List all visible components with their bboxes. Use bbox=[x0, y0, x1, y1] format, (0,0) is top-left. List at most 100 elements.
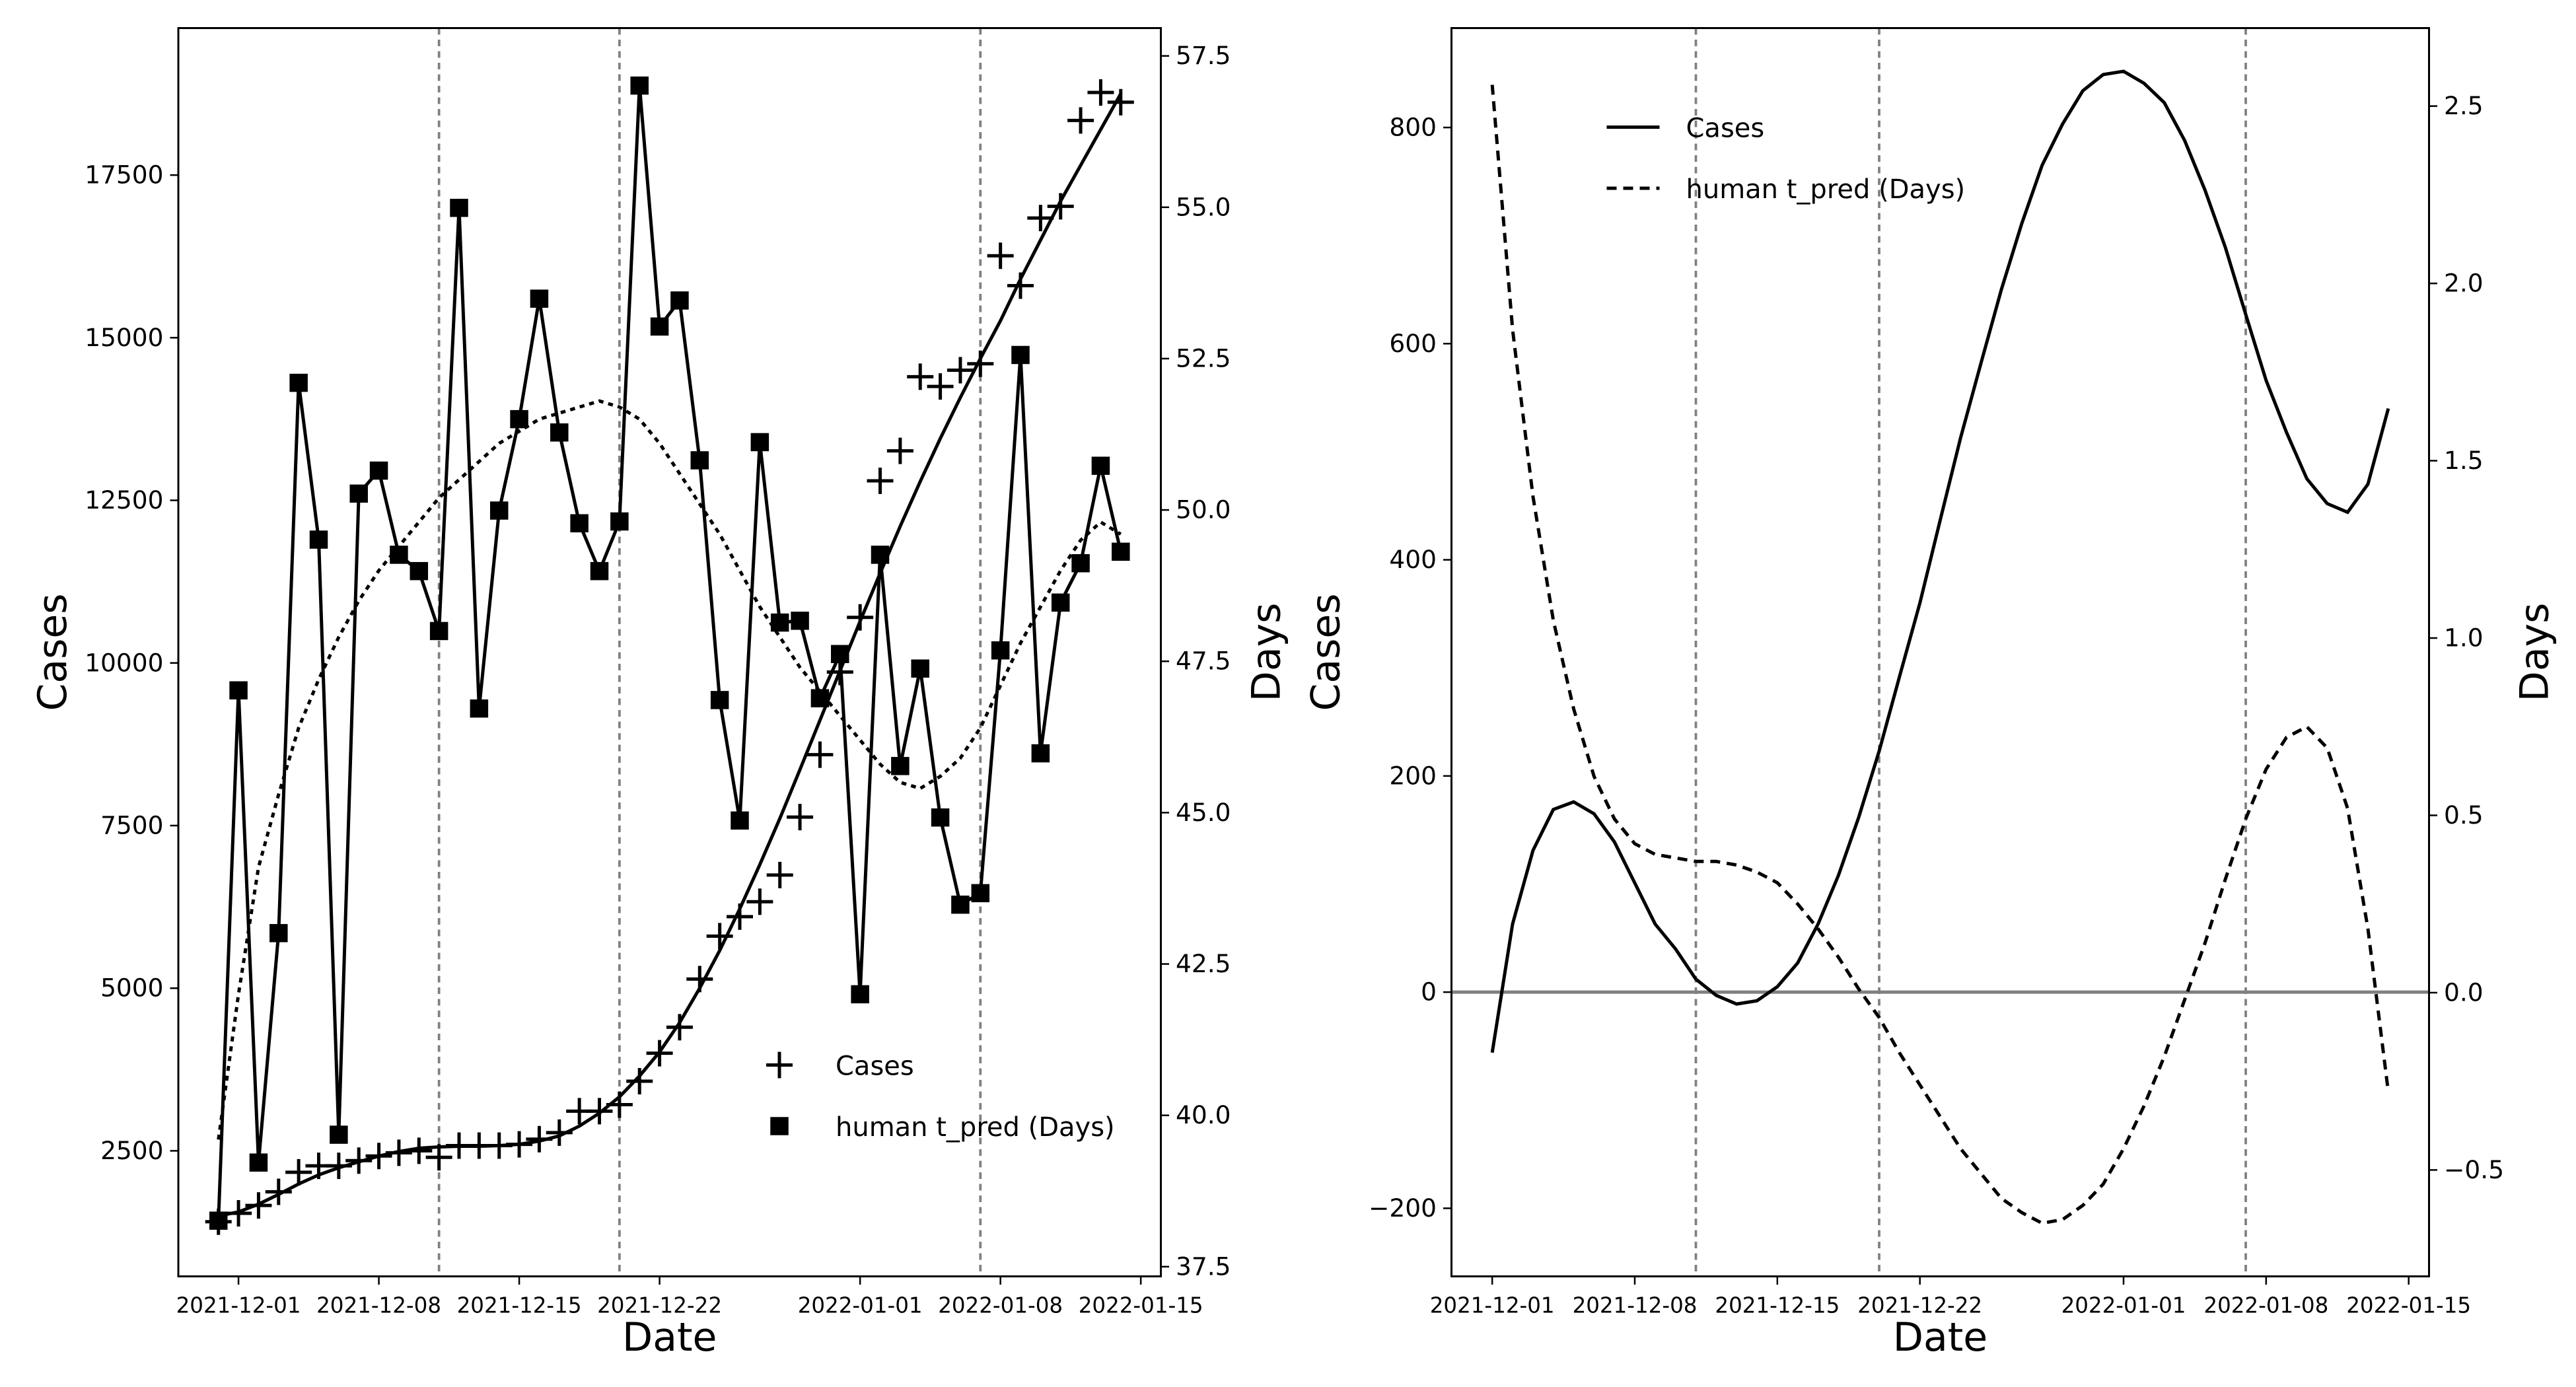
y-tick-label: 5000 bbox=[100, 974, 163, 1003]
y-tick-label: 15000 bbox=[85, 323, 163, 352]
plus-marker bbox=[706, 923, 733, 950]
square-marker bbox=[891, 757, 910, 775]
x-tick-label: 2021-12-22 bbox=[1857, 1293, 1982, 1318]
plus-marker bbox=[666, 1014, 693, 1041]
square-marker bbox=[289, 373, 308, 392]
square-marker bbox=[851, 985, 869, 1004]
y-tick-label: 2500 bbox=[100, 1136, 163, 1165]
y-tick-label: 12500 bbox=[85, 485, 163, 515]
square-marker bbox=[1031, 744, 1050, 763]
legend-label: human t_pred (Days) bbox=[836, 1112, 1115, 1143]
y-tick-label: 0 bbox=[1421, 978, 1437, 1007]
y2-tick-label: 52.5 bbox=[1176, 343, 1231, 373]
plus-marker bbox=[1087, 79, 1114, 106]
series-line bbox=[218, 92, 1122, 1218]
y2-tick-label: 0.0 bbox=[2444, 978, 2484, 1007]
y2-tick-label: 47.5 bbox=[1176, 647, 1231, 676]
x-tick-label: 2022-01-15 bbox=[1079, 1293, 1203, 1318]
plus-marker bbox=[1107, 89, 1134, 116]
y-tick-label: 400 bbox=[1389, 545, 1437, 574]
square-marker bbox=[249, 1153, 268, 1172]
square-marker bbox=[630, 76, 649, 95]
y2-tick-label: 0.5 bbox=[2444, 800, 2484, 830]
y2-tick-label: 1.0 bbox=[2444, 623, 2484, 653]
y-tick-label: 7500 bbox=[100, 810, 163, 839]
square-marker bbox=[309, 530, 328, 549]
square-marker bbox=[710, 691, 729, 709]
square-marker bbox=[951, 895, 970, 914]
x-tick-label: 2022-01-01 bbox=[798, 1293, 923, 1318]
y-tick-label: 10000 bbox=[85, 648, 163, 677]
series-line bbox=[217, 399, 1122, 1140]
plus-marker bbox=[746, 888, 773, 915]
square-marker bbox=[369, 461, 388, 480]
square-marker bbox=[610, 512, 629, 531]
square-marker bbox=[429, 622, 448, 641]
square-marker bbox=[570, 514, 589, 533]
plus-marker bbox=[987, 242, 1014, 269]
x-tick-label: 2021-12-08 bbox=[1573, 1293, 1698, 1318]
plot-frame bbox=[177, 27, 1162, 1277]
square-marker bbox=[470, 699, 489, 718]
y2-tick-label: 40.0 bbox=[1176, 1100, 1231, 1129]
square-marker bbox=[810, 689, 830, 707]
square-marker bbox=[791, 612, 809, 630]
y2-tick-label: 55.0 bbox=[1176, 192, 1231, 221]
square-marker bbox=[590, 561, 609, 581]
square-marker bbox=[731, 811, 749, 830]
square-marker bbox=[871, 546, 890, 564]
plus-marker bbox=[1027, 205, 1054, 232]
square-marker bbox=[911, 659, 929, 678]
square-marker bbox=[991, 641, 1010, 660]
plus-marker bbox=[1067, 107, 1094, 134]
square-marker bbox=[450, 198, 468, 217]
y2-axis-label: Days bbox=[2512, 603, 2558, 702]
y2-tick-label: 2.0 bbox=[2444, 269, 2484, 298]
y-axis-label: Cases bbox=[30, 593, 76, 711]
plus-marker bbox=[806, 741, 834, 768]
plus-marker bbox=[967, 350, 994, 377]
x-tick-label: 2021-12-22 bbox=[597, 1293, 722, 1318]
x-axis-label: Date bbox=[1893, 1314, 1987, 1361]
x-tick-label: 2021-12-08 bbox=[316, 1293, 441, 1318]
legend-label: human t_pred (Days) bbox=[1686, 174, 1966, 205]
y-tick-label: 800 bbox=[1389, 113, 1437, 142]
plus-marker bbox=[285, 1158, 312, 1186]
series-line bbox=[1490, 85, 2390, 1225]
square-marker bbox=[971, 884, 990, 903]
y-tick-label: 17500 bbox=[85, 160, 163, 190]
square-marker bbox=[1011, 345, 1030, 365]
legend-label: Cases bbox=[1686, 114, 1765, 144]
square-marker bbox=[229, 681, 248, 699]
series-line bbox=[217, 85, 1123, 1221]
y2-tick-label: 42.5 bbox=[1176, 949, 1231, 978]
square-marker bbox=[670, 291, 689, 310]
square-marker bbox=[770, 613, 789, 632]
y2-tick-label: 37.5 bbox=[1176, 1252, 1231, 1281]
square-marker bbox=[550, 423, 569, 442]
x-tick-label: 2022-01-15 bbox=[2346, 1293, 2471, 1318]
x-tick-label: 2022-01-08 bbox=[938, 1293, 1063, 1318]
square-marker bbox=[410, 561, 429, 581]
plus-marker bbox=[626, 1068, 653, 1095]
plus-marker bbox=[1047, 193, 1074, 220]
plus-marker bbox=[867, 467, 894, 494]
y-axis-label: Cases bbox=[1303, 593, 1349, 711]
y-tick-label: 200 bbox=[1389, 761, 1437, 790]
square-marker bbox=[750, 433, 769, 452]
square-marker bbox=[510, 409, 528, 429]
plus-marker bbox=[265, 1178, 292, 1205]
legend-marker bbox=[766, 1051, 793, 1079]
square-marker bbox=[530, 289, 549, 308]
x-tick-label: 2022-01-01 bbox=[2061, 1293, 2186, 1318]
plus-marker bbox=[907, 363, 934, 390]
square-marker bbox=[1071, 554, 1090, 573]
x-tick-label: 2021-12-15 bbox=[1715, 1293, 1840, 1318]
plus-marker bbox=[927, 373, 954, 400]
square-marker bbox=[330, 1125, 348, 1144]
y2-tick-label: 45.0 bbox=[1176, 798, 1231, 827]
square-marker bbox=[1051, 593, 1070, 612]
y2-tick-label: 57.5 bbox=[1176, 41, 1231, 70]
x-tick-label: 2021-12-01 bbox=[176, 1293, 301, 1318]
